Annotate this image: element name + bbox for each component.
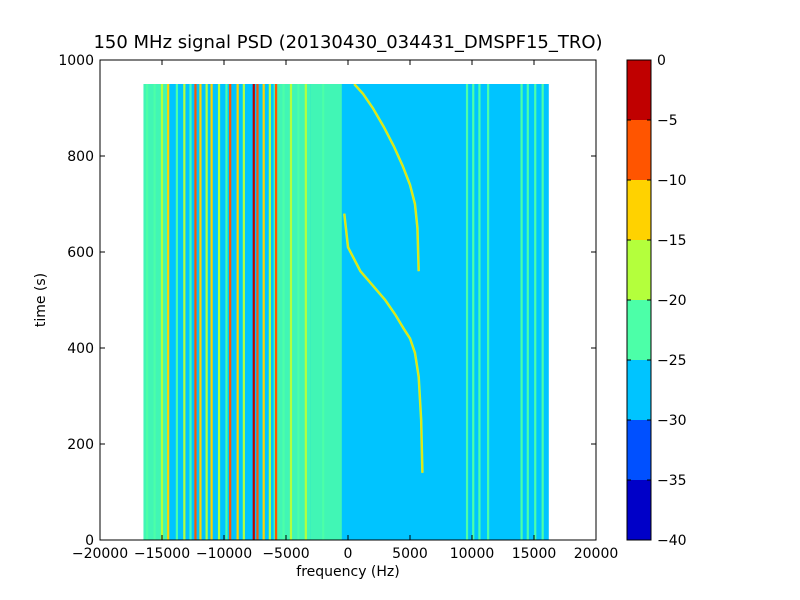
y-tick-label: 1000: [58, 53, 94, 69]
y-tick-label: 0: [85, 533, 94, 549]
y-tick-label: 200: [67, 437, 94, 453]
colorbar-level-7: [627, 480, 651, 540]
colorbar-level-3: [627, 240, 651, 300]
colorbar-tick-label: −40: [657, 533, 687, 549]
chart-title: 150 MHz signal PSD (20130430_034431_DMSP…: [93, 32, 602, 53]
colorbar-level-1: [627, 120, 651, 180]
heatmap-band-2: [273, 84, 311, 540]
colorbar-tick-label: −35: [657, 473, 687, 489]
y-axis-label: time (s): [33, 273, 49, 327]
heatmap-band-1: [310, 84, 342, 540]
colorbar-level-4: [627, 300, 651, 360]
x-tick-label: 0: [344, 546, 353, 562]
colorbar-tick-label: −15: [657, 233, 687, 249]
colorbar: 0 −5 −10 −15 −20 −25 −30 −35 −40: [626, 53, 687, 549]
colorbar-tick-label: −25: [657, 353, 687, 369]
colorbar-tick-label: −5: [657, 113, 678, 129]
colorbar-tick-label: 0: [657, 53, 666, 69]
y-tick-label: 600: [67, 245, 94, 261]
y-tick-label: 400: [67, 341, 94, 357]
doppler-trace-core-1: [353, 84, 420, 272]
colorbar-tick-label: −10: [657, 173, 687, 189]
heatmap-region: [143, 84, 549, 540]
colorbar-tick-label: −20: [657, 293, 687, 309]
x-tick-label: 20000: [574, 546, 619, 562]
x-tick-label: −20000: [72, 546, 128, 562]
y-tick-label: 800: [67, 149, 94, 165]
colorbar-level-6: [627, 420, 651, 480]
x-tick-label: −5000: [262, 546, 309, 562]
colorbar-level-5: [627, 360, 651, 420]
colorbar-level-2: [627, 180, 651, 240]
colorbar-level-0: [627, 60, 651, 120]
x-tick-label: −10000: [196, 546, 252, 562]
doppler-trace-core-0: [343, 213, 423, 473]
x-axis-label: frequency (Hz): [296, 564, 399, 580]
x-tick-label: 10000: [450, 546, 495, 562]
plot-area: −20000 −15000 −10000 −5000 0 5000 10000 15000 20…: [58, 53, 618, 562]
colorbar-tick-label: −30: [657, 413, 687, 429]
x-tick-label: 15000: [512, 546, 557, 562]
x-tick-label: −15000: [134, 546, 190, 562]
x-tick-label: 5000: [392, 546, 428, 562]
